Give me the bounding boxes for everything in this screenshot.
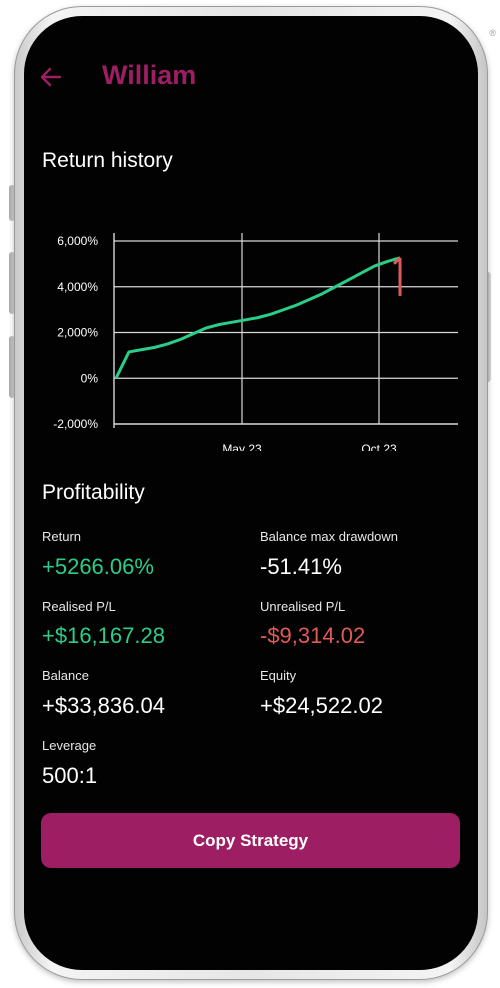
return-label: Return [42,529,82,544]
y-tick-label: -2,000% [53,417,98,431]
profitability-title: Profitability [42,481,145,504]
balance-value: +$33,836.04 [42,693,165,718]
unrealised-pl-label: Unrealised P/L [260,599,346,614]
y-tick-label: 6,000% [57,234,98,248]
equity-value: +$24,522.02 [260,693,383,718]
page-title: William [102,60,197,90]
volume-up-button [9,252,15,314]
drawdown-tick [392,256,402,265]
equity-label: Equity [260,668,297,683]
silent-switch [9,185,15,221]
leverage-value: 500:1 [42,763,98,788]
volume-down-button [9,336,15,398]
x-axis-ticks: May 23 Oct 23 [222,442,397,451]
return-line [114,256,401,379]
x-tick-label: Oct 23 [361,442,397,451]
unrealised-pl-value: -$9,314.02 [260,623,366,648]
realised-pl-label: Realised P/L [42,599,116,614]
realised-pl-value: +$16,167.28 [42,623,165,648]
y-tick-label: 2,000% [57,326,98,340]
y-tick-label: 4,000% [57,280,98,294]
y-tick-label: 0% [81,371,99,385]
x-tick-label: May 23 [222,442,262,451]
balance-max-drawdown-value: -51.41% [260,554,342,579]
power-button [485,272,491,382]
balance-max-drawdown-label: Balance max drawdown [260,529,399,544]
app-screen: William Return history 6,000% 4,000% 2,000… [24,16,478,970]
return-history-chart[interactable]: 6,000% 4,000% 2,000% 0% -2,000% May 23 Oct 23 [24,206,478,451]
arrow-left-icon[interactable] [38,64,64,90]
copy-strategy-button[interactable]: Copy Strategy [41,813,460,868]
y-axis-ticks: 6,000% 4,000% 2,000% 0% -2,000% [53,234,98,431]
leverage-label: Leverage [42,738,97,753]
chart-grid [113,233,458,428]
chart-series [114,256,402,379]
balance-label: Balance [42,668,89,683]
return-history-title: Return history [42,149,173,172]
return-value: +5266.06% [42,554,154,579]
registered-mark: ® [489,28,496,38]
